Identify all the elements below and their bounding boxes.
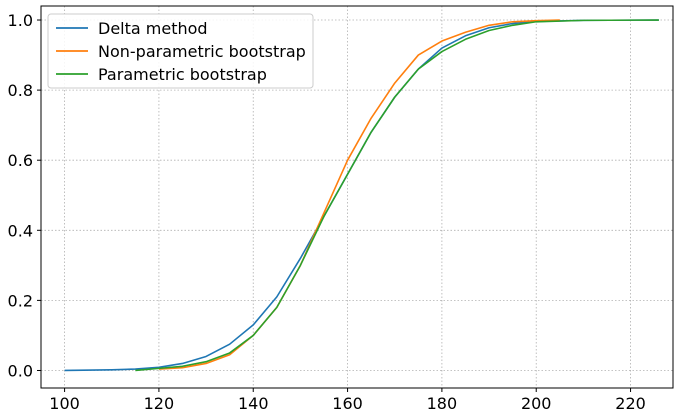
y-tick-label: 0.0 (8, 361, 33, 380)
series-line-3 (135, 19, 659, 372)
x-tick-label: 140 (238, 394, 269, 413)
y-tick-label: 0.4 (8, 221, 33, 240)
x-tick-label: 200 (521, 394, 552, 413)
legend-label: Non-parametric bootstrap (98, 42, 306, 61)
y-tick-label: 1.0 (8, 11, 33, 30)
x-tick-label: 180 (427, 394, 458, 413)
series-line-2 (158, 19, 560, 370)
x-tick-label: 160 (332, 394, 363, 413)
x-tick-label: 120 (144, 394, 175, 413)
legend-label: Parametric bootstrap (98, 65, 267, 84)
plot-frame (40, 5, 674, 389)
legend-label: Delta method (98, 19, 208, 38)
y-tick-label: 0.2 (8, 291, 33, 310)
axes: 100 120 140 160 180 200 220 0.0 0.2 0.4 0.6 0.8 1.0 (8, 11, 646, 413)
y-tick-label: 0.8 (8, 81, 33, 100)
series-lines (64, 19, 659, 372)
y-tick-label: 0.6 (8, 151, 33, 170)
x-tick-label: 220 (615, 394, 646, 413)
x-tick-label: 100 (49, 394, 80, 413)
legend-box (47, 13, 314, 89)
legend: Delta method Non-parametric bootstrap Para… (47, 13, 314, 89)
